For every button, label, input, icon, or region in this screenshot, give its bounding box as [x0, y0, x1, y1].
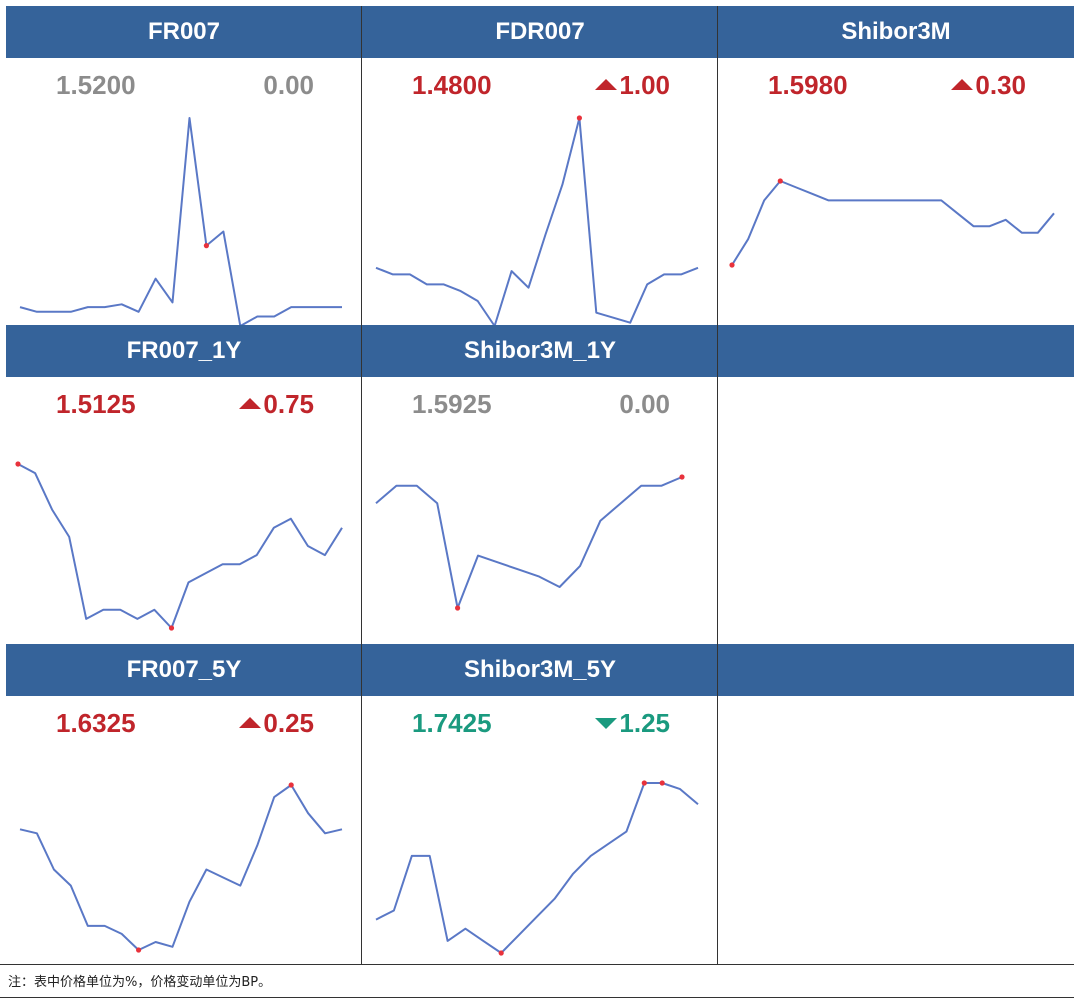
- panel-shibor3m: Shibor3M 1.5980 0.30: [718, 6, 1074, 325]
- change-value: 0.75: [239, 387, 314, 421]
- panel-fr007-1y: FR007_1Y 1.5125 0.75: [6, 325, 362, 644]
- price-value: 1.5125: [56, 389, 136, 419]
- unit-note: 注：表中价格单位为%，价格变动单位为BP。: [8, 975, 272, 990]
- note-rule-bottom: [0, 997, 1074, 998]
- sparkline-fr007: [19, 117, 342, 327]
- panel-title: Shibor3M_5Y: [362, 644, 718, 696]
- price-value: 1.4800: [412, 70, 492, 100]
- change-value: 1.00: [595, 68, 670, 102]
- price-value: 1.5200: [56, 70, 136, 100]
- grid-divider: [361, 6, 362, 964]
- series-line: [19, 784, 343, 951]
- panel-title: FR007_5Y: [6, 644, 362, 696]
- change-value: 0.00: [263, 68, 314, 102]
- change-number: 0.25: [263, 708, 314, 738]
- series-line: [375, 782, 699, 954]
- extreme-point-marker: [729, 262, 735, 268]
- extreme-point-marker: [659, 780, 665, 786]
- extreme-point-marker: [498, 950, 504, 956]
- change-number: 0.00: [263, 70, 314, 100]
- series-line: [375, 117, 699, 327]
- panel-fr007: FR007 1.5200 0.00: [6, 6, 362, 327]
- change-arrow-icon: [239, 398, 262, 409]
- panel-shibor3m-1y: Shibor3M_1Y 1.5925 0.00: [362, 325, 718, 644]
- extreme-point-marker: [455, 605, 461, 611]
- panel-title-empty: [718, 644, 1074, 696]
- change-value: 0.00: [619, 387, 670, 421]
- change-number: 0.30: [975, 70, 1026, 100]
- panel-empty: [718, 325, 1074, 644]
- change-arrow-icon: [595, 718, 618, 729]
- change-number: 0.00: [619, 389, 670, 419]
- sparkline-shibor3m-1y: [375, 474, 685, 611]
- note-rule-top: [0, 964, 1074, 965]
- change-arrow-icon: [239, 717, 262, 728]
- extreme-point-marker: [168, 625, 175, 631]
- panel-title: FR007_1Y: [6, 325, 362, 377]
- extreme-point-marker: [136, 947, 142, 953]
- series-line: [17, 463, 343, 629]
- price-value: 1.6325: [56, 708, 136, 738]
- change-number: 1.00: [619, 70, 670, 100]
- change-number: 0.75: [263, 389, 314, 419]
- panel-empty: [718, 644, 1074, 964]
- panel-title: Shibor3M: [718, 6, 1074, 58]
- change-value: 0.25: [239, 706, 314, 740]
- change-value: 0.30: [951, 68, 1026, 102]
- change-number: 1.25: [619, 708, 670, 738]
- panel-shibor3m-5y: Shibor3M_5Y 1.7425 1.25: [362, 644, 718, 964]
- panel-title: Shibor3M_1Y: [362, 325, 718, 377]
- extreme-point-marker: [203, 243, 209, 249]
- sparkline-shibor3m-5y: [375, 780, 699, 956]
- price-value: 1.7425: [412, 708, 492, 738]
- sparkline-fdr007: [375, 115, 699, 327]
- series-line: [375, 476, 683, 609]
- panel-title: FDR007: [362, 6, 718, 58]
- extreme-point-marker: [641, 780, 647, 786]
- sparkline-shibor3m: [729, 178, 1055, 268]
- series-line: [731, 180, 1055, 266]
- extreme-point-marker: [576, 115, 582, 121]
- grid-divider: [717, 6, 718, 964]
- extreme-point-marker: [777, 178, 783, 184]
- extreme-point-marker: [288, 782, 294, 788]
- sparkline-fr007-5y: [19, 782, 343, 953]
- panel-title-empty: [718, 325, 1074, 377]
- series-line: [19, 117, 342, 327]
- extreme-point-marker: [679, 474, 685, 480]
- price-value: 1.5980: [768, 70, 848, 100]
- change-arrow-icon: [951, 79, 974, 90]
- rates-grid: FR007 1.5200 0.00 FDR007 1.4800 1.00 Shi…: [6, 6, 1074, 964]
- panel-fdr007: FDR007 1.4800 1.00: [362, 6, 718, 327]
- price-value: 1.5925: [412, 389, 492, 419]
- change-arrow-icon: [595, 79, 618, 90]
- extreme-point-marker: [15, 461, 21, 467]
- change-value: 1.25: [595, 706, 670, 740]
- sparkline-fr007-1y: [15, 461, 343, 631]
- panel-fr007-5y: FR007_5Y 1.6325 0.25: [6, 644, 362, 964]
- panel-title: FR007: [6, 6, 362, 58]
